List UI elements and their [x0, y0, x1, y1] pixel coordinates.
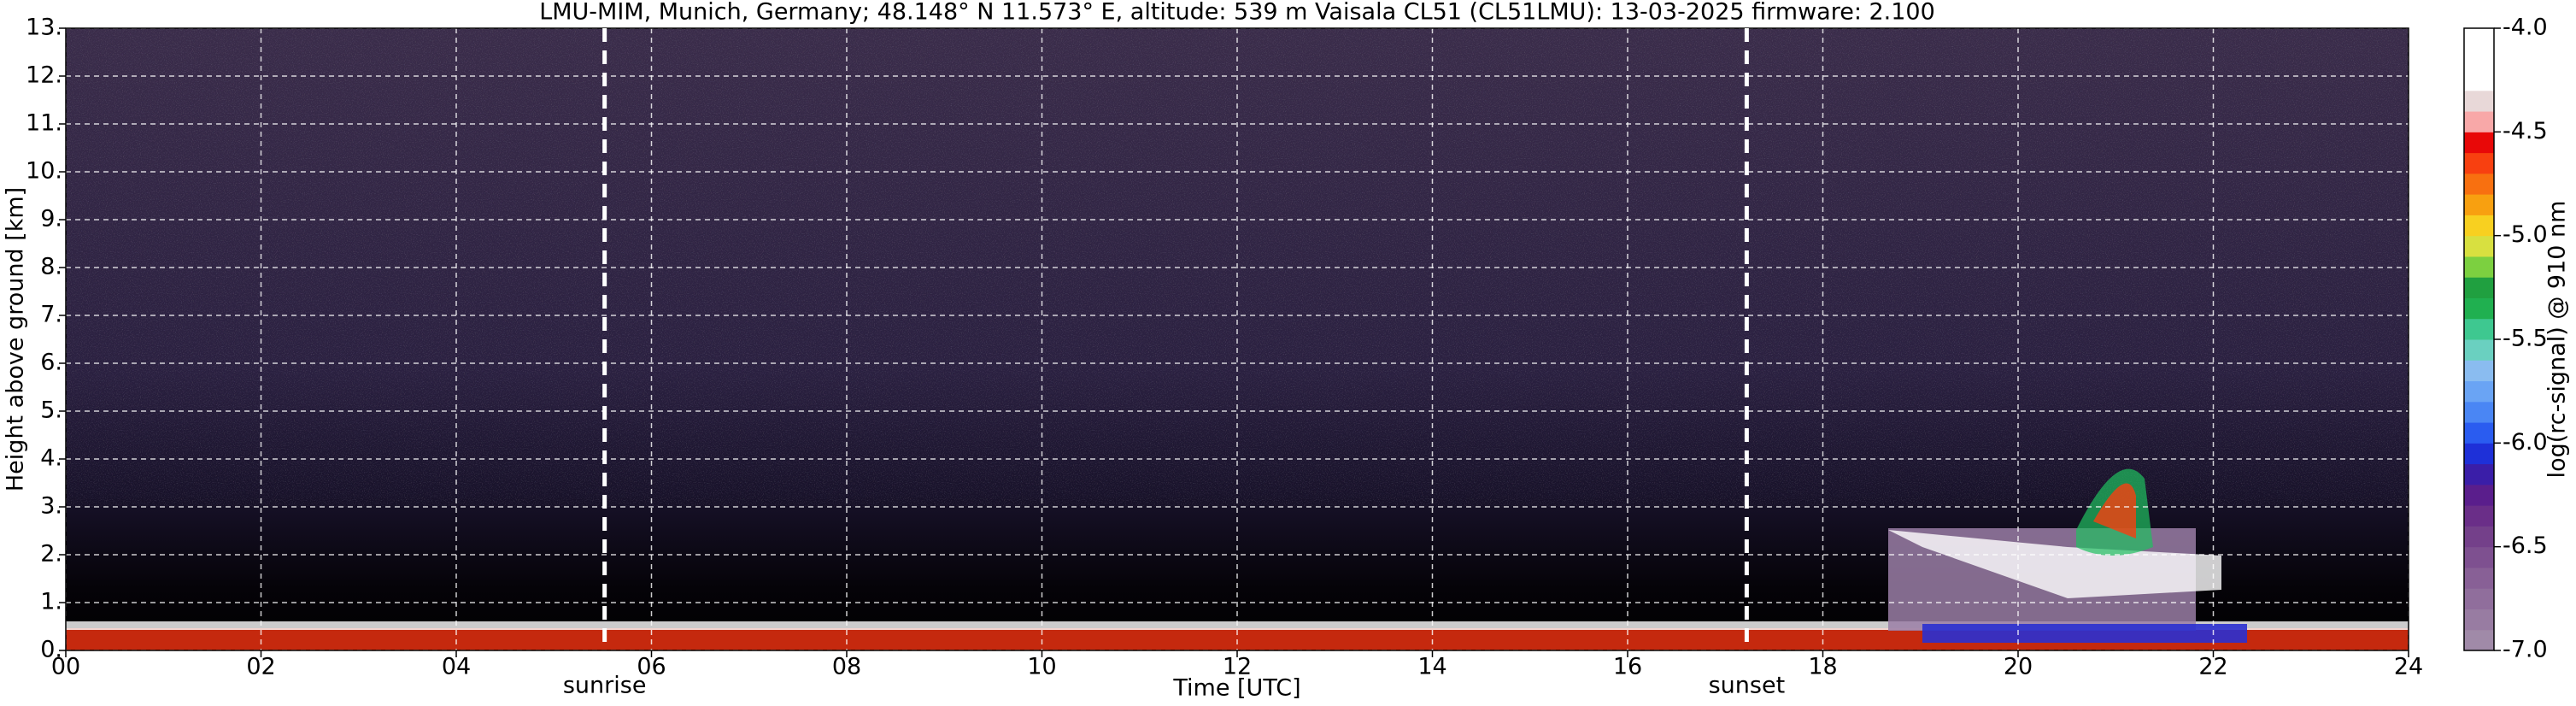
colorbar-segment	[2464, 484, 2494, 506]
colorbar-segment	[2464, 90, 2494, 112]
colorbar-segment	[2464, 505, 2494, 527]
plot-frame	[65, 27, 2409, 651]
colorbar-label: log(rc-signal) @ 910 nm	[2544, 201, 2571, 479]
y-tick-label: 8.	[40, 254, 62, 280]
colorbar-tick-label: -5.5	[2503, 326, 2548, 352]
colorbar-segment	[2464, 339, 2494, 361]
colorbar-segment	[2464, 173, 2494, 195]
colorbar-segment	[2464, 49, 2494, 71]
y-tick-label: 11.	[26, 110, 62, 137]
y-tick-label: 10.	[26, 158, 62, 185]
colorbar-segment	[2464, 132, 2494, 154]
colorbar-segment	[2464, 380, 2494, 403]
y-tick-label: 2.	[40, 541, 62, 568]
low-layer	[1922, 624, 2247, 643]
x-tick-label: 12	[1223, 654, 1252, 680]
colorbar-segment	[2464, 235, 2494, 257]
y-tick-label: 7.	[40, 302, 62, 328]
colorbar-segment	[2464, 422, 2494, 444]
y-axis-label: Height above ground [km]	[3, 187, 29, 491]
colorbar-segment	[2464, 256, 2494, 278]
colorbar-segment	[2464, 277, 2494, 298]
y-tick-label: 3.	[40, 493, 62, 520]
colorbar-segment	[2464, 297, 2494, 320]
x-tick-label: 20	[2004, 654, 2033, 680]
y-tick-label: 9.	[40, 206, 62, 232]
x-tick-label: 14	[1417, 654, 1446, 680]
colorbar-tick-label: -6.0	[2503, 429, 2548, 456]
y-tick-label: 4.	[40, 445, 62, 472]
colorbar-segment	[2464, 526, 2494, 548]
x-tick-label: 10	[1027, 654, 1056, 680]
x-tick-label: 24	[2394, 654, 2423, 680]
y-tick-label: 13.	[26, 15, 62, 41]
x-tick-label: 16	[1613, 654, 1642, 680]
x-tick-label: 22	[2198, 654, 2227, 680]
y-tick-label: 0.	[40, 637, 62, 663]
annotation-label: sunset	[1709, 673, 1786, 699]
y-tick-label: 6.	[40, 350, 62, 376]
x-tick-label: 04	[442, 654, 471, 680]
x-tick-label: 02	[246, 654, 275, 680]
colorbar-segment	[2464, 194, 2494, 215]
colorbar-segment	[2464, 588, 2494, 609]
colorbar-segment	[2464, 546, 2494, 568]
colorbar-segment	[2464, 69, 2494, 91]
colorbar-segment	[2464, 318, 2494, 340]
colorbar-segment	[2464, 28, 2494, 50]
colorbar-segment	[2464, 215, 2494, 237]
colorbar-segment	[2464, 401, 2494, 423]
x-tick-label: 08	[832, 654, 861, 680]
colorbar-segment	[2464, 360, 2494, 382]
x-tick-label: 06	[637, 654, 666, 680]
colorbar-segment	[2464, 463, 2494, 485]
colorbar-tick-label: -6.5	[2503, 532, 2548, 559]
colorbar-segment	[2464, 111, 2494, 132]
cloud-core	[2093, 483, 2136, 538]
x-tick-label: 18	[1808, 654, 1837, 680]
cloud-layer	[1888, 530, 2221, 598]
colorbar-tick-label: -4.0	[2503, 15, 2548, 41]
colorbar-segment	[2464, 152, 2494, 174]
colorbar-tick-label: -5.0	[2503, 221, 2548, 248]
colorbar-segment	[2464, 567, 2494, 589]
colorbar-segment	[2464, 443, 2494, 465]
x-tick-label: 00	[51, 654, 80, 680]
x-axis-label: Time [UTC]	[1172, 675, 1300, 702]
y-tick-label: 5.	[40, 397, 62, 424]
y-tick-label: 12.	[26, 62, 62, 89]
annotation-label: sunrise	[563, 673, 647, 699]
chart-title: LMU-MIM, Munich, Germany; 48.148° N 11.5…	[539, 0, 1935, 26]
colorbar-segment	[2464, 629, 2494, 651]
y-tick-label: 1.	[40, 589, 62, 615]
colorbar-tick-label: -7.0	[2503, 637, 2548, 663]
colorbar-tick-label: -4.5	[2503, 118, 2548, 144]
colorbar-segment	[2464, 609, 2494, 631]
